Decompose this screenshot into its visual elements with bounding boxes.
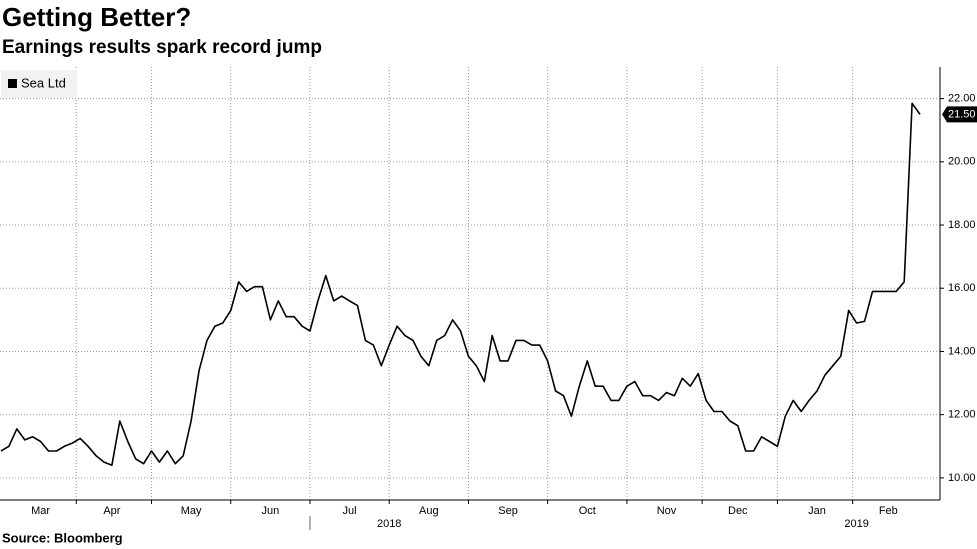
y-tick-label: 16.00: [948, 282, 976, 294]
x-tick-label: Feb: [879, 505, 898, 517]
price-line: [0, 102, 921, 466]
x-tick-label: Aug: [419, 505, 439, 517]
legend-swatch: [8, 79, 17, 88]
chart-subtitle: Earnings results spark record jump: [2, 37, 322, 58]
x-tick-label: Apr: [103, 505, 120, 517]
x-tick-label: Jul: [343, 505, 357, 517]
year-label: 2018: [377, 518, 401, 530]
year-label: 2019: [844, 518, 868, 530]
x-tick-label: May: [181, 505, 202, 517]
x-tick-label: Sep: [498, 505, 518, 517]
end-label: 21.50: [948, 108, 976, 120]
x-tick-label: Mar: [31, 505, 50, 517]
x-tick-label: Oct: [579, 505, 596, 517]
x-tick-label: Jun: [261, 505, 279, 517]
y-tick-label: 20.00: [948, 156, 976, 168]
end-label-box: [942, 106, 977, 123]
y-tick-label: 22.00: [948, 93, 976, 105]
x-tick-label: Nov: [657, 505, 677, 517]
legend-label: Sea Ltd: [21, 75, 66, 90]
y-tick-label: 10.00: [948, 472, 976, 484]
chart-title: Getting Better?: [2, 2, 191, 32]
y-tick-label: 18.00: [948, 219, 976, 231]
y-tick-label: 12.00: [948, 409, 976, 421]
y-tick-label: 14.00: [948, 345, 976, 357]
x-tick-label: Jan: [808, 505, 826, 517]
source: Source: Bloomberg: [2, 530, 123, 545]
x-tick-label: Dec: [728, 505, 748, 517]
